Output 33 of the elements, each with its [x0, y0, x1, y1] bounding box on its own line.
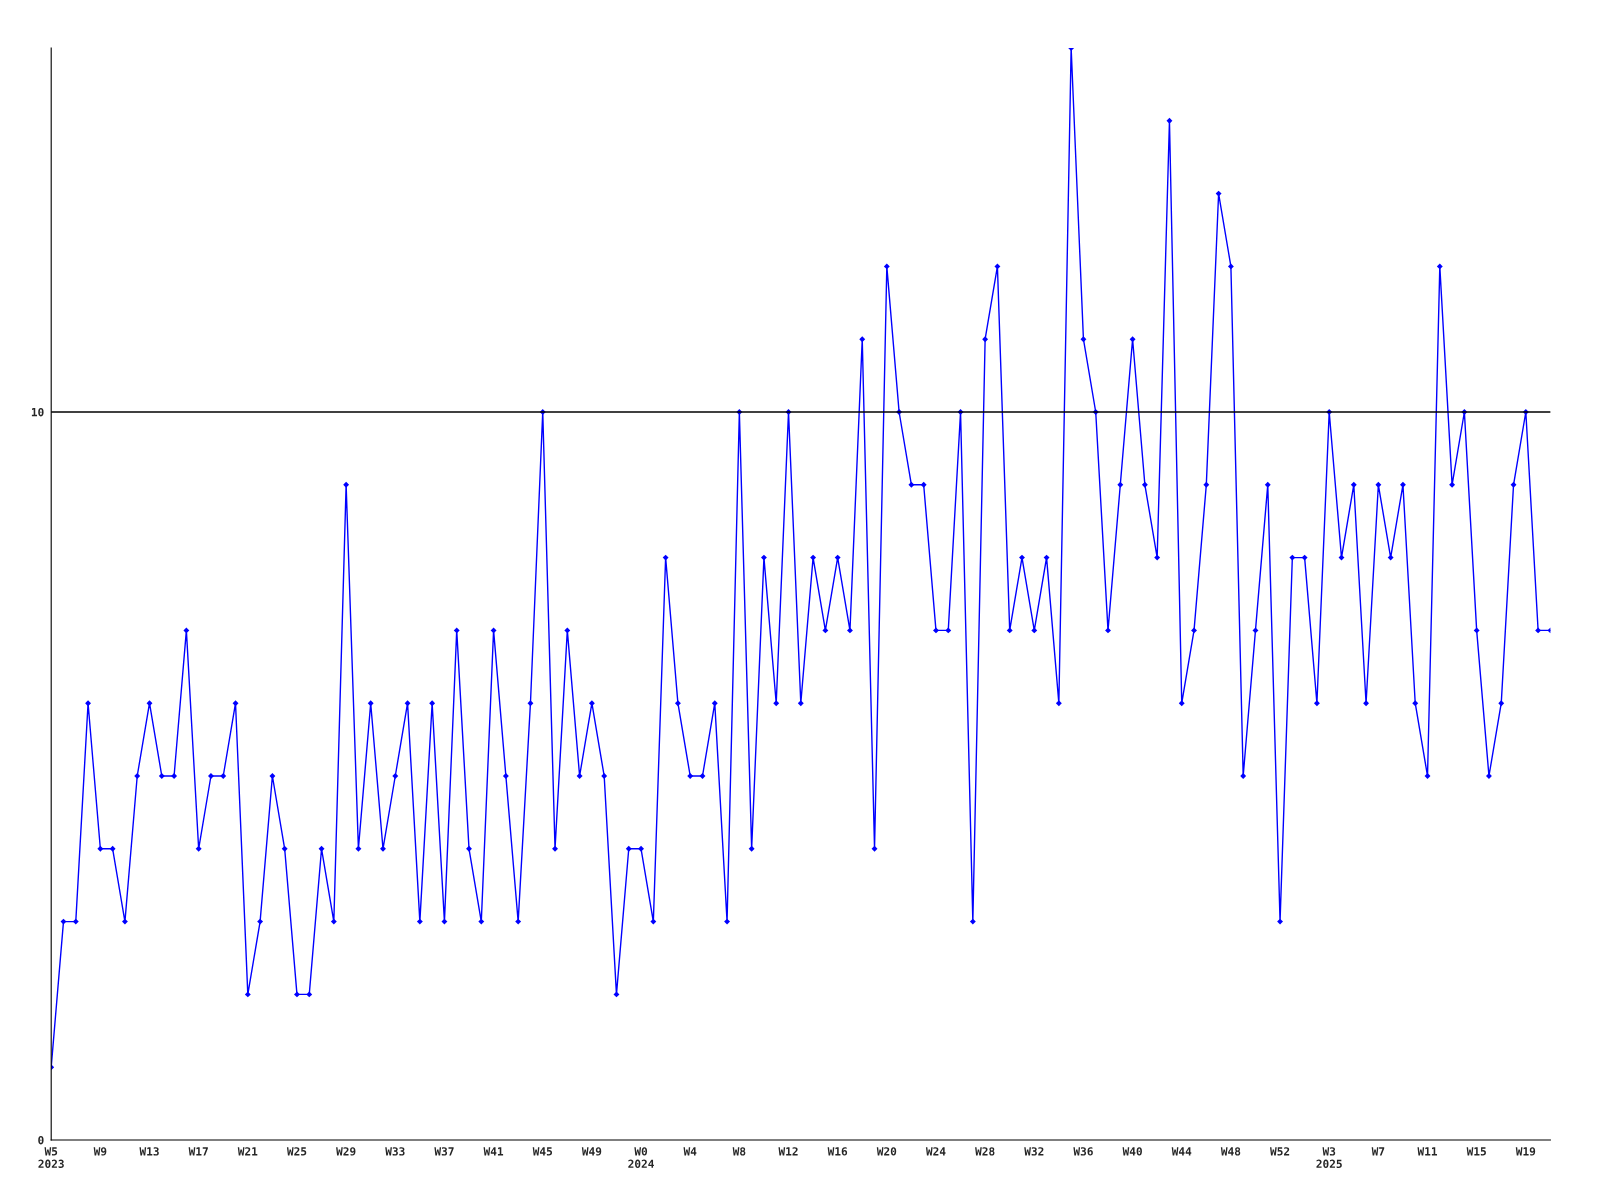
x-tick-label: W17 [188, 1147, 208, 1156]
x-tick-label: W28 [975, 1147, 995, 1156]
x-tick-label: W40 [1122, 1147, 1142, 1156]
x-tick-label: W8 [732, 1147, 746, 1156]
x-tick-label: W45 [532, 1147, 553, 1156]
x-tick-label: W29 [336, 1147, 356, 1156]
x-tick-label: W15 [1466, 1147, 1486, 1156]
x-tick-label: W33 [385, 1147, 405, 1156]
x-tick-label: W32 [1024, 1147, 1044, 1156]
x-tick-label: W37 [434, 1147, 454, 1156]
x-tick-label: W24 [925, 1147, 946, 1156]
x-tick-label: W36 [1073, 1147, 1093, 1156]
x-tick-label: W21 [237, 1147, 258, 1156]
y-tick-label: 0 [38, 1135, 44, 1145]
x-tick-label: W41 [483, 1147, 504, 1156]
x-tick-label: W48 [1220, 1147, 1241, 1156]
x-tick-label: W5 2023 [38, 1147, 64, 1168]
x-tick-label: W7 [1371, 1147, 1385, 1156]
x-tick-label: W49 [581, 1147, 602, 1156]
x-tick-label: W44 [1171, 1147, 1192, 1156]
x-tick-label: W19 [1515, 1147, 1536, 1156]
x-tick-label: W25 [286, 1147, 307, 1156]
x-tick-label: W20 [876, 1147, 897, 1156]
x-tick-label: W4 [683, 1147, 697, 1156]
x-tick-label: W13 [139, 1147, 159, 1156]
x-tick-label: W0 2024 [628, 1147, 654, 1168]
x-tick-label: W11 [1417, 1147, 1438, 1156]
x-tick-label: W52 [1270, 1147, 1290, 1156]
x-tick-label: W16 [827, 1147, 848, 1156]
x-tick-label: W12 [778, 1147, 798, 1156]
x-tick-label: W9 [93, 1147, 107, 1156]
x-tick-label: W3 2025 [1316, 1147, 1342, 1168]
y-tick-label: 10 [31, 407, 44, 417]
